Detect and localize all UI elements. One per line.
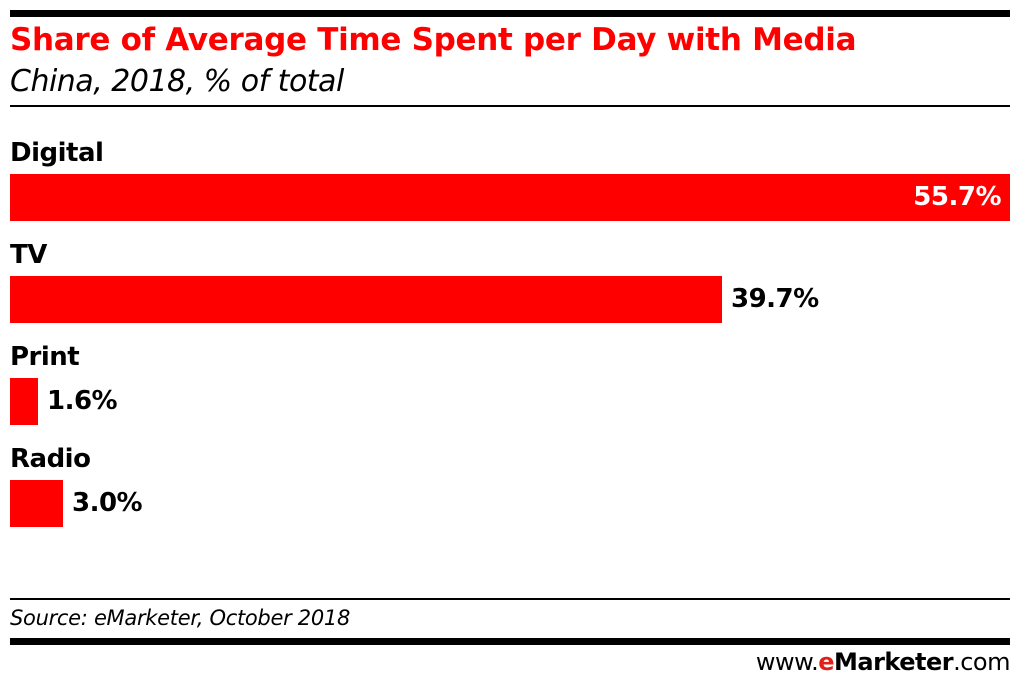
chart-title: Share of Average Time Spent per Day with… — [10, 22, 857, 58]
source-note: Source: eMarketer, October 2018 — [10, 606, 351, 630]
bar-tv — [10, 276, 722, 323]
chart-subtitle: China, 2018, % of total — [10, 64, 344, 99]
value-label-radio: 3.0% — [72, 488, 143, 518]
brand-e: e — [818, 648, 835, 676]
brand-suffix: .com — [953, 648, 1010, 676]
category-label-print: Print — [10, 342, 80, 372]
category-label-tv: TV — [10, 240, 47, 270]
brand-url[interactable]: www.eMarketer.com — [755, 648, 1011, 676]
header-divider — [10, 105, 1010, 107]
bar-print — [10, 378, 38, 425]
brand-name: Marketer — [834, 648, 954, 676]
brand-prefix: www. — [755, 648, 819, 676]
value-label-tv: 39.7% — [731, 284, 819, 314]
bottom-rule — [10, 638, 1010, 645]
value-label-print: 1.6% — [47, 386, 118, 416]
value-label-digital: 55.7% — [913, 182, 1001, 212]
category-label-digital: Digital — [10, 138, 104, 168]
top-rule — [10, 10, 1010, 17]
category-label-radio: Radio — [10, 444, 91, 474]
bar-radio — [10, 480, 63, 527]
bar-digital — [10, 174, 1010, 221]
footer-divider — [10, 598, 1010, 600]
